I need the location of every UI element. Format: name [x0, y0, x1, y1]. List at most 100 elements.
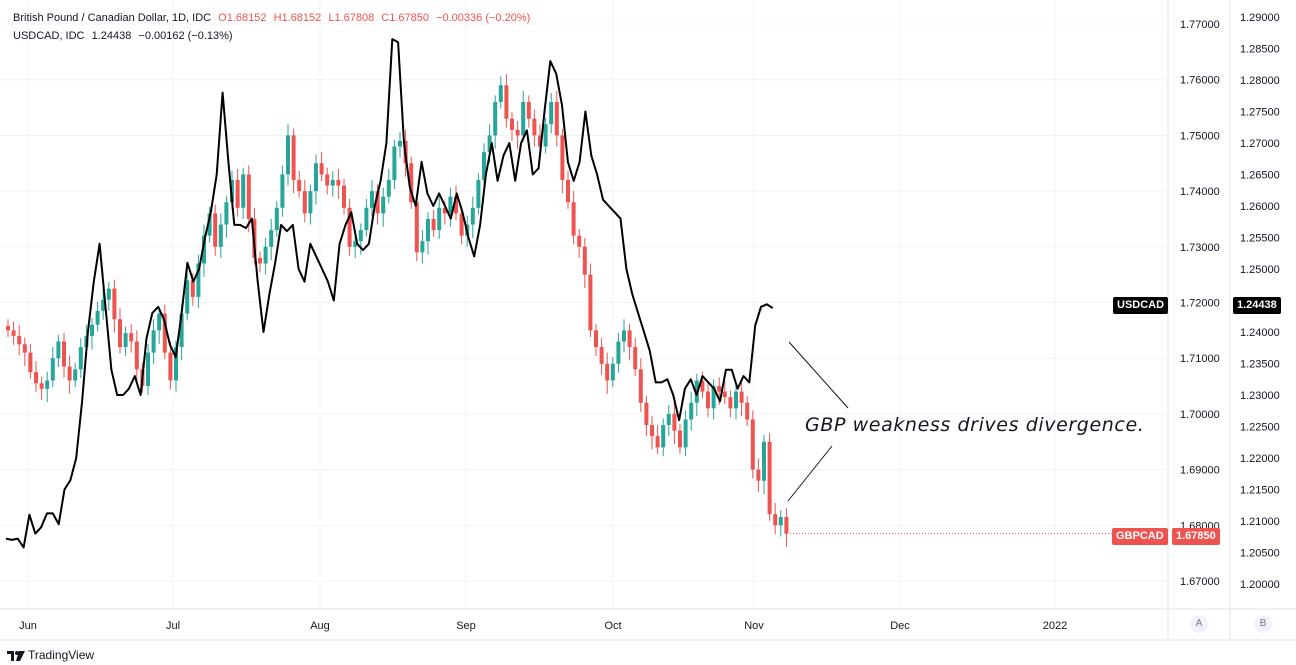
right-axis-tick-15: 1.21500 [1240, 485, 1280, 497]
candle-body [185, 280, 190, 314]
tradingview-logo-icon [7, 650, 25, 661]
candle-body [381, 196, 386, 214]
candle-body [146, 352, 150, 387]
candle-body [11, 330, 16, 336]
candle-body [95, 310, 100, 325]
right-axis-tick-11: 1.23500 [1240, 359, 1280, 371]
x-axis-tick-2: Aug [310, 620, 330, 632]
right-axis-tick-1: 1.28500 [1240, 44, 1280, 56]
candle-body [510, 118, 514, 130]
scale-b-button[interactable]: B [1254, 615, 1272, 633]
main-series-name: British Pound / Canadian Dollar, 1D, IDC [13, 12, 212, 24]
candle-body [297, 179, 302, 192]
candle-body [515, 129, 520, 136]
candle-body [90, 324, 94, 336]
right-axis-tick-3: 1.27500 [1240, 107, 1280, 119]
candle-body [773, 514, 778, 526]
auto-scale-button[interactable]: A [1190, 615, 1208, 633]
left-axis-tick-0: 1.77000 [1180, 19, 1220, 31]
candle-body [728, 397, 733, 409]
right-axis-tick-0: 1.29000 [1240, 12, 1280, 24]
left-axis-tick-1: 1.76000 [1180, 75, 1220, 87]
candle-body [28, 352, 33, 373]
candle-body [101, 299, 106, 311]
candle-body [213, 213, 218, 247]
candle-body [605, 363, 610, 381]
candle-body [241, 174, 246, 208]
candle-body [314, 163, 318, 192]
overlay-series-name: USDCAD, IDC [13, 30, 85, 42]
candle-body [437, 207, 442, 231]
candle-body [269, 230, 274, 247]
candle-body [336, 179, 341, 186]
candle-body [482, 152, 486, 180]
x-axis-tick-1: Jul [166, 620, 180, 632]
candle-body [207, 213, 212, 236]
candle-body [358, 230, 363, 242]
candle-body [392, 146, 397, 180]
annotation-arrow-bottom [787, 445, 833, 502]
candle-body [650, 425, 654, 437]
right-axis-tick-14: 1.22000 [1240, 453, 1280, 465]
candle-body [717, 386, 722, 392]
candle-body [308, 191, 313, 214]
candle-body [543, 124, 548, 147]
candle-body [370, 191, 374, 208]
right-axis-tick-17: 1.20500 [1240, 548, 1280, 560]
candle-body [112, 288, 117, 320]
candle-body [45, 380, 50, 389]
candle-body [73, 369, 78, 381]
x-axis-tick-7: 2022 [1043, 620, 1067, 632]
candle-body [291, 135, 296, 180]
candle-body [347, 207, 352, 247]
candle-body [157, 313, 162, 331]
right-axis-tick-10: 1.24000 [1240, 327, 1280, 339]
x-axis-tick-6: Dec [890, 620, 910, 632]
candle-body [672, 413, 677, 431]
candle-body [627, 330, 632, 348]
candle-body [498, 85, 503, 102]
left-axis-tick-6: 1.71000 [1180, 353, 1220, 365]
main-low: L1.67808 [328, 12, 375, 24]
candle-body [683, 419, 688, 448]
candle-body [594, 330, 598, 348]
candle-body [476, 179, 481, 208]
right-axis-tick-6: 1.26000 [1240, 201, 1280, 213]
candle-body [364, 207, 369, 231]
candle-body [745, 402, 750, 420]
candle-body [398, 140, 402, 147]
overlay-series-legend: USDCAD, IDC 1.24438 −0.00162 (−0.13%) [13, 30, 237, 42]
candle-body [661, 425, 666, 448]
right-axis-tick-4: 1.27000 [1240, 138, 1280, 150]
usdcad-series-tag: USDCAD [1113, 297, 1169, 314]
candle-body [431, 218, 436, 231]
x-axis-tick-5: Nov [744, 620, 764, 632]
candle-body [426, 218, 430, 242]
candle-body [224, 202, 229, 225]
candle-body [151, 330, 156, 353]
candle-body [459, 213, 464, 236]
candle-body [34, 372, 38, 384]
main-series-legend: British Pound / Canadian Dollar, 1D, IDC… [13, 12, 534, 24]
candle-body [470, 207, 475, 225]
candle-body [599, 347, 604, 364]
annotation-arrow-top [788, 341, 849, 409]
candle-body [778, 516, 783, 526]
candle-body [454, 196, 458, 214]
candle-body [134, 341, 139, 370]
right-axis-tick-8: 1.25000 [1240, 264, 1280, 276]
candle-body [577, 235, 582, 247]
candle-body [588, 274, 593, 331]
candle-body [526, 101, 531, 119]
candle-body [22, 344, 27, 353]
candle-body [118, 319, 122, 348]
candle-body [39, 383, 44, 389]
candle-body [174, 347, 178, 381]
candle-body [78, 347, 83, 370]
x-axis-tick-4: Oct [604, 620, 621, 632]
candle-body [56, 341, 61, 359]
left-axis-tick-4: 1.73000 [1180, 242, 1220, 254]
tradingview-brand: TradingView [7, 648, 94, 662]
candle-body [504, 85, 509, 119]
